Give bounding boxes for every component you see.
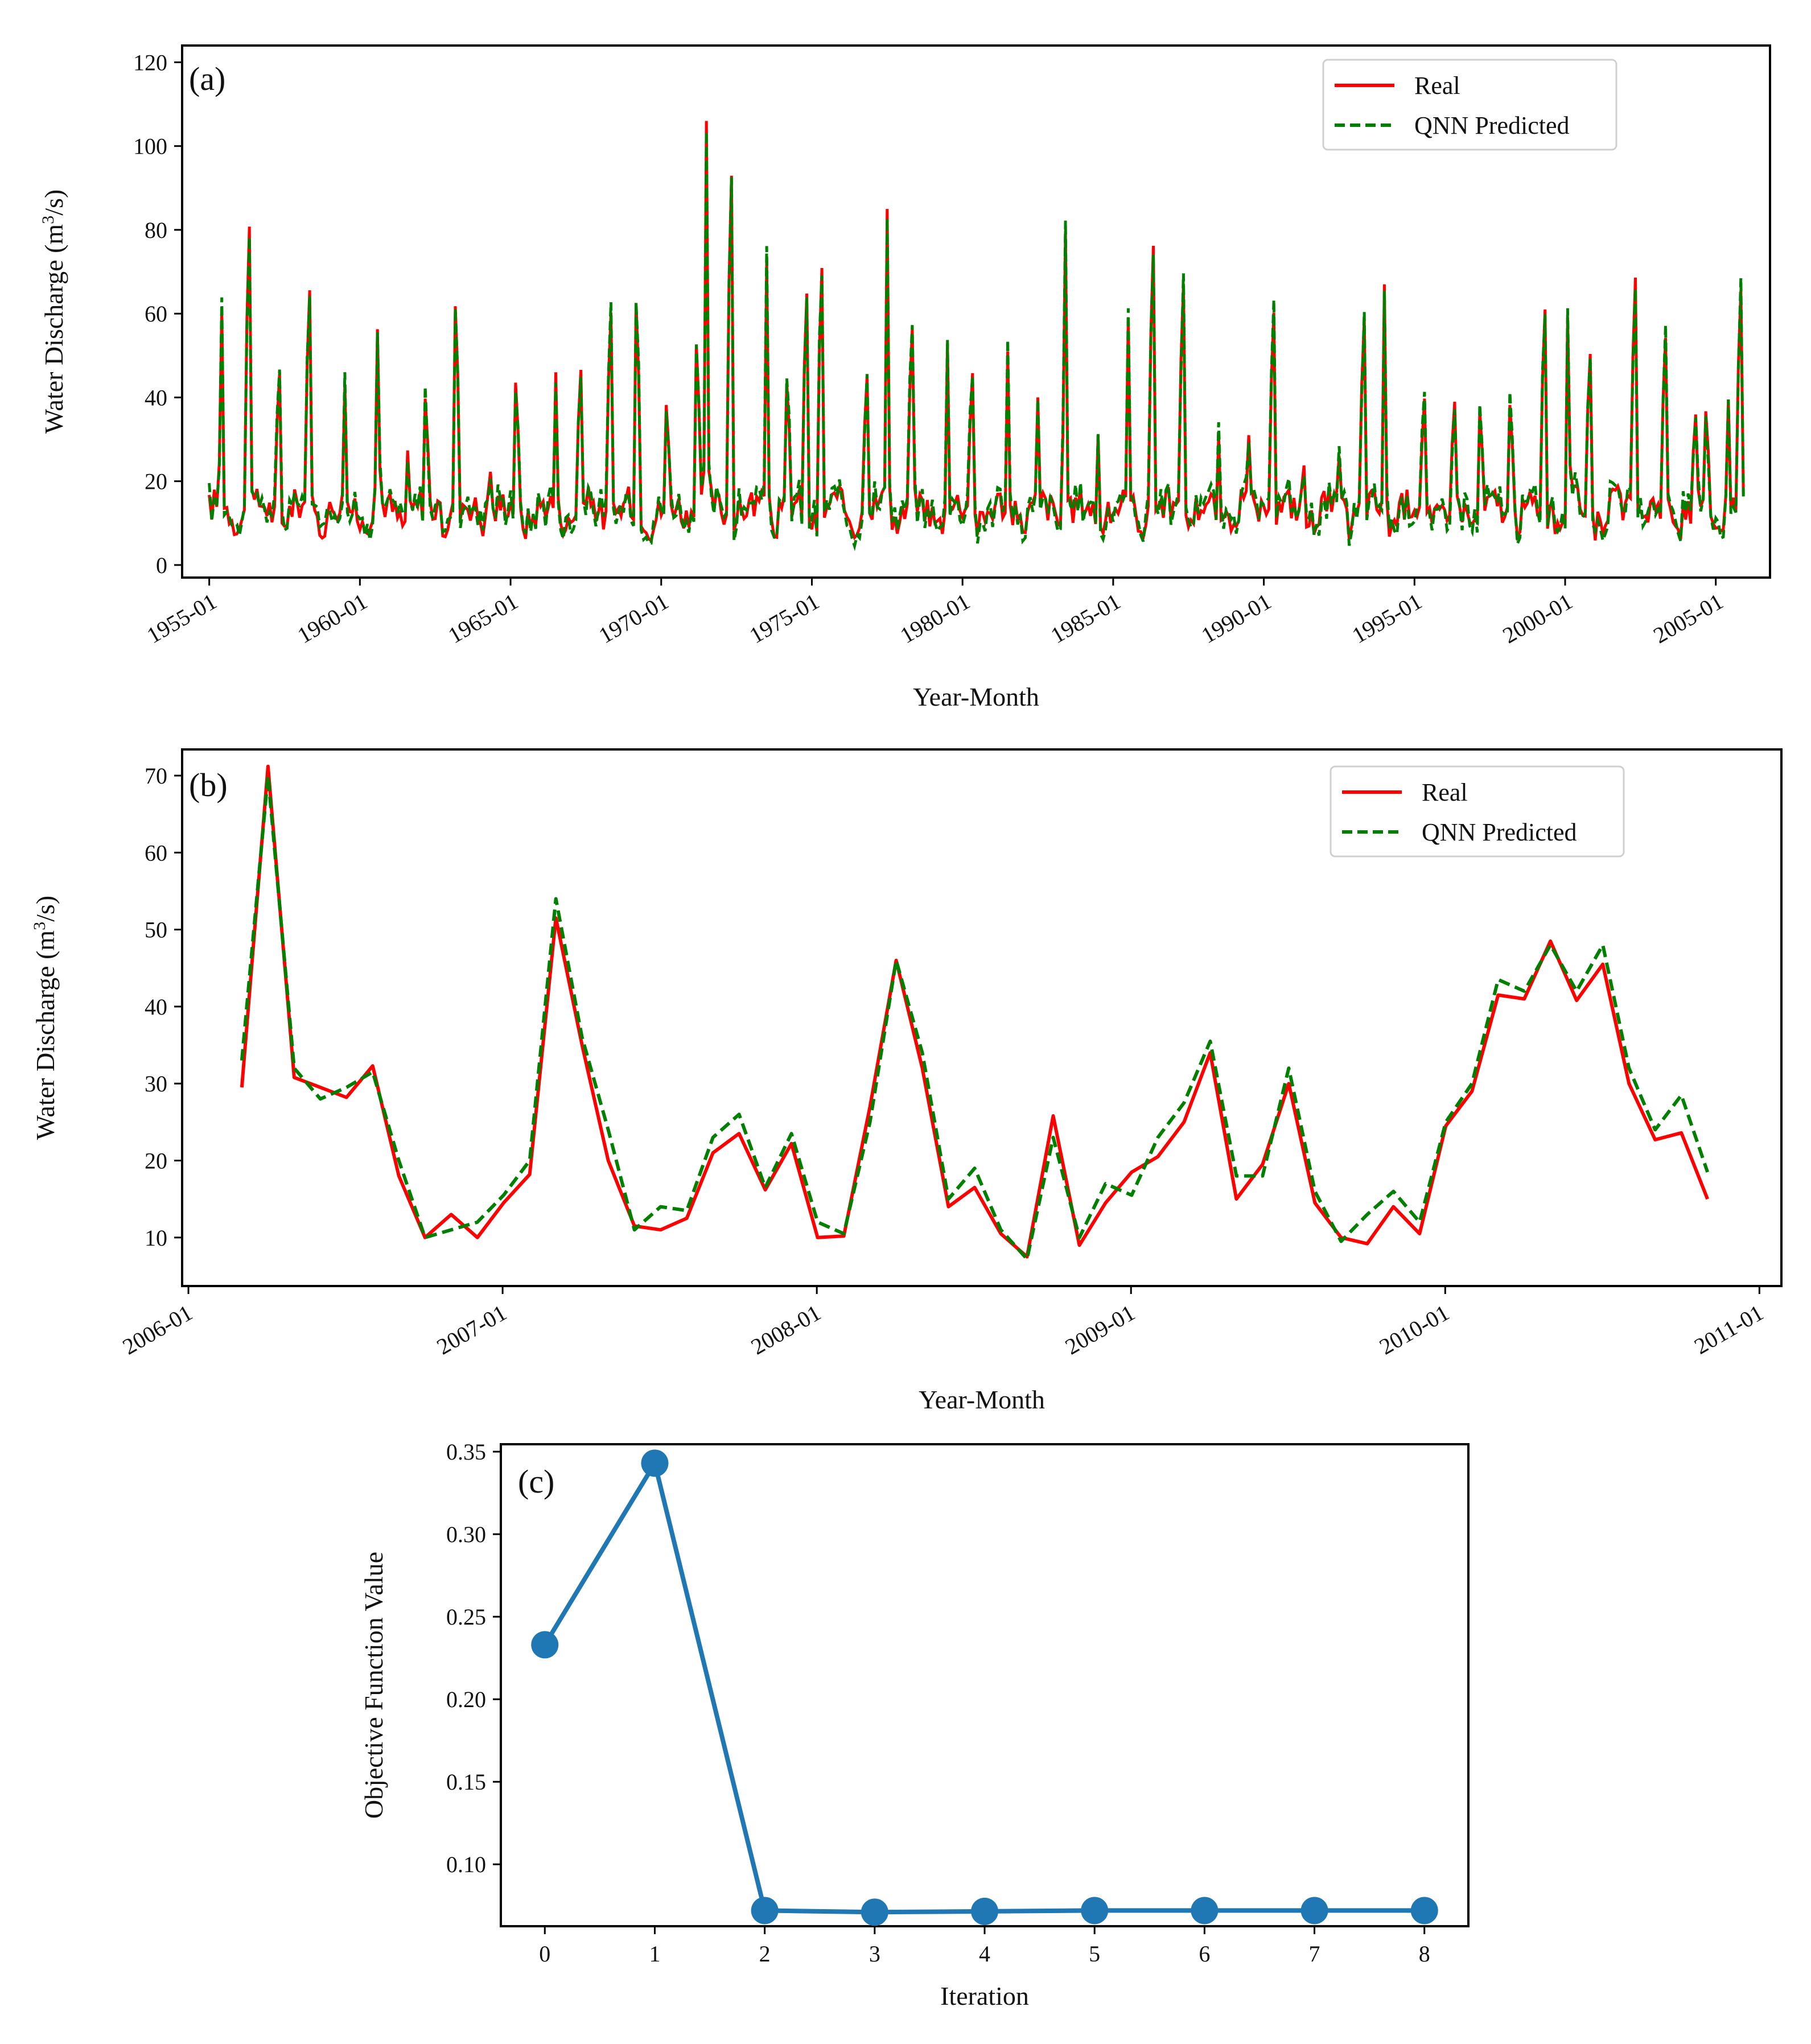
x-tick-label: 4 xyxy=(979,1941,990,1967)
y-tick-label: 0.20 xyxy=(446,1687,486,1712)
x-tick-label: 7 xyxy=(1309,1941,1320,1967)
x-axis-label: Year-Month xyxy=(913,682,1039,711)
chart-c: 0.10 0.15 0.20 0.25 0.30 0.35 0 1 2 3 4 5 6 7 8 (c) Iter… xyxy=(359,1439,1470,2010)
x-tick-label: 1980-01 xyxy=(896,588,974,649)
x-tick-label: 1970-01 xyxy=(594,588,673,649)
x-tick-label: 2008-01 xyxy=(747,1300,825,1360)
y-tick-label: 40 xyxy=(145,385,167,410)
legend-box xyxy=(1330,765,1625,858)
x-tick-label: 1960-01 xyxy=(293,588,372,649)
y-tick-label: 0.35 xyxy=(446,1439,486,1465)
objective-point xyxy=(861,1898,888,1926)
y-tick-label: 30 xyxy=(145,1071,167,1097)
objective-line xyxy=(542,1461,1425,1915)
objective-point xyxy=(531,1631,559,1659)
panel-label: (b) xyxy=(189,766,228,803)
panel-label: (c) xyxy=(518,1463,554,1500)
x-tick-label: 1 xyxy=(649,1941,660,1967)
chart-a: 0 20 40 60 80 100 120 1955-01 1960-01 1965-01 1970… xyxy=(39,44,1771,711)
objective-point xyxy=(1410,1897,1438,1925)
series-qnn-predicted-line xyxy=(240,774,1710,1261)
x-tick-label: 1985-01 xyxy=(1046,588,1125,649)
objective-point xyxy=(1191,1897,1219,1925)
y-axis-label-part: /s) xyxy=(39,189,68,216)
x-tick-label: 5 xyxy=(1089,1941,1100,1967)
y-tick-label: 120 xyxy=(133,50,167,75)
x-tick-label: 2 xyxy=(759,1941,771,1967)
x-tick-label: 2000-01 xyxy=(1499,588,1577,649)
y-tick-label: 0.25 xyxy=(446,1604,486,1630)
y-tick-label: 20 xyxy=(145,1148,167,1173)
x-tick-label: 6 xyxy=(1199,1941,1210,1967)
y-tick-label: 40 xyxy=(145,994,167,1020)
legend-label-real: Real xyxy=(1422,778,1468,806)
y-tick-label: 50 xyxy=(145,917,167,943)
y-tick-label: 80 xyxy=(145,217,167,243)
series-qnn-predicted-line xyxy=(208,131,1745,551)
y-tick-label: 0.15 xyxy=(446,1769,486,1795)
y-axis-label-part: Water Discharge (m xyxy=(39,224,68,434)
x-tick-label: 2011-01 xyxy=(1690,1300,1768,1359)
x-tick-label: 2005-01 xyxy=(1649,588,1727,649)
legend-box xyxy=(1322,59,1617,151)
y-axis-label-part: /s) xyxy=(31,896,60,922)
plot-frame xyxy=(500,1443,1470,1927)
x-axis-label: Iteration xyxy=(940,1981,1029,2010)
plot-frame xyxy=(181,44,1771,579)
x-tick-label: 2006-01 xyxy=(118,1300,197,1360)
y-tick-label: 100 xyxy=(133,134,167,159)
y-tick-label: 20 xyxy=(145,469,167,494)
x-tick-label: 1975-01 xyxy=(745,588,824,649)
y-tick-label: 60 xyxy=(145,840,167,866)
y-axis-label: Objective Function Value xyxy=(359,1552,388,1819)
legend-label-qnn-predicted: QNN Predicted xyxy=(1414,112,1570,139)
y-tick-label: 60 xyxy=(145,301,167,327)
x-tick-label: 2010-01 xyxy=(1375,1300,1454,1360)
objective-point xyxy=(971,1897,998,1925)
x-tick-label: 1990-01 xyxy=(1197,588,1275,649)
y-axis-label-part: Water Discharge (m xyxy=(31,930,60,1140)
legend-label-qnn-predicted: QNN Predicted xyxy=(1422,818,1577,846)
x-tick-label: 1965-01 xyxy=(444,588,522,649)
x-tick-label: 3 xyxy=(869,1941,880,1967)
y-tick-label: 0.10 xyxy=(446,1852,486,1877)
legend-label-real: Real xyxy=(1414,72,1460,100)
x-tick-label: 1995-01 xyxy=(1348,588,1426,649)
y-axis-label: Water Discharge (m3/s) xyxy=(39,189,68,434)
objective-point xyxy=(1300,1897,1328,1925)
y-axis-label-superscript: 3 xyxy=(39,216,57,224)
y-tick-label: 10 xyxy=(145,1225,167,1251)
objective-point xyxy=(641,1449,669,1477)
series-real-line xyxy=(240,764,1709,1259)
y-axis-label-superscript: 3 xyxy=(30,922,49,930)
panel-label: (a) xyxy=(189,60,225,97)
x-tick-label: 1955-01 xyxy=(142,588,221,649)
chart-b: 10 20 30 40 50 60 70 2006-01 2007-01 2008-01 2009-… xyxy=(30,748,1783,1414)
x-tick-label: 8 xyxy=(1419,1941,1430,1967)
y-tick-label: 0 xyxy=(156,553,167,578)
x-tick-label: 0 xyxy=(539,1941,550,1967)
objective-point xyxy=(1081,1897,1109,1925)
x-tick-label: 2007-01 xyxy=(433,1300,511,1360)
y-tick-label: 0.30 xyxy=(446,1522,486,1547)
x-tick-label: 2009-01 xyxy=(1061,1300,1139,1360)
objective-point xyxy=(751,1897,779,1925)
y-axis-label: Water Discharge (m3/s) xyxy=(30,896,60,1140)
y-tick-label: 70 xyxy=(145,763,167,789)
x-axis-label: Year-Month xyxy=(919,1385,1045,1414)
plot-frame xyxy=(181,748,1783,1287)
